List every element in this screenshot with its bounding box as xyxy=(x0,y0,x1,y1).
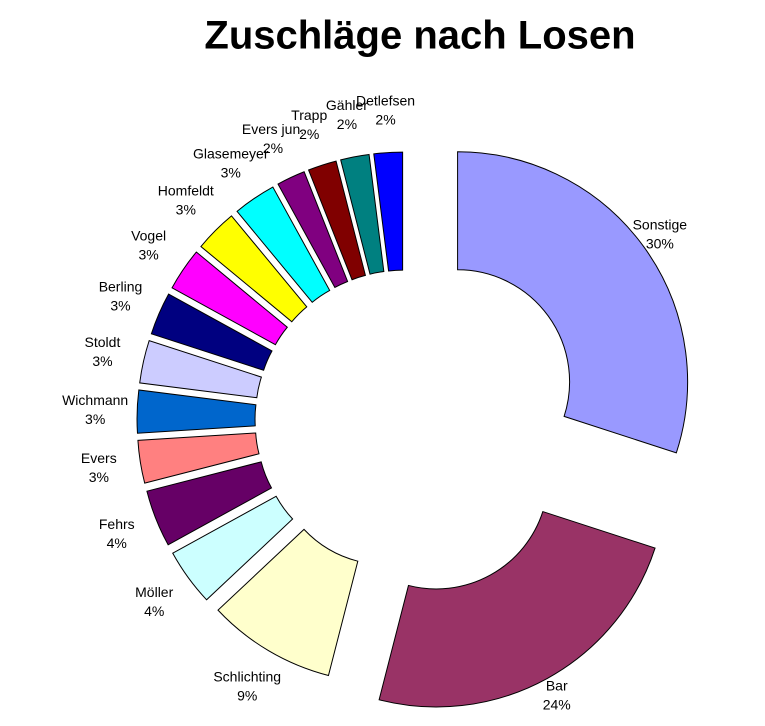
segment-value-label: 3% xyxy=(110,298,130,314)
segment-label: Fehrs xyxy=(99,516,135,532)
segment-value-label: 2% xyxy=(263,140,283,156)
segment-value-label: 4% xyxy=(144,603,164,619)
donut-segment xyxy=(378,510,656,708)
donut-segment xyxy=(171,251,288,346)
segment-label: Glasemeyer xyxy=(193,145,269,161)
segment-label: Schlichting xyxy=(213,669,281,685)
segment-label: Vogel xyxy=(131,227,166,243)
segment-value-label: 2% xyxy=(337,116,357,132)
segment-label: Homfeldt xyxy=(158,183,214,199)
donut-segment xyxy=(373,151,404,272)
donut-segment xyxy=(457,151,689,454)
segment-label: Stoldt xyxy=(85,334,121,350)
segment-label: Wichmann xyxy=(62,392,128,408)
segment-value-label: 30% xyxy=(646,236,674,252)
chart-title: Zuschläge nach Losen xyxy=(204,14,635,58)
segment-label: Möller xyxy=(135,584,173,600)
donut-segment xyxy=(139,340,263,399)
segment-value-label: 3% xyxy=(138,246,158,262)
donut-segment xyxy=(236,186,331,303)
segment-value-label: 3% xyxy=(89,469,109,485)
donut-segment xyxy=(150,293,273,371)
segment-value-label: 24% xyxy=(543,697,571,713)
segment-label: Trapp xyxy=(291,107,327,123)
donut-segment xyxy=(307,160,367,281)
segment-value-label: 2% xyxy=(375,111,395,127)
segment-label: Sonstige xyxy=(633,217,688,233)
segment-value-label: 2% xyxy=(299,126,319,142)
segment-label: Bar xyxy=(546,678,568,694)
segment-value-label: 3% xyxy=(176,202,196,218)
segment-label: Detlefsen xyxy=(356,92,415,108)
segment-value-label: 9% xyxy=(237,688,257,704)
donut-segment xyxy=(340,153,385,275)
donut-segment xyxy=(137,432,260,484)
donut-segment xyxy=(217,528,359,677)
donut-segment xyxy=(200,215,308,323)
segment-value-label: 3% xyxy=(221,164,241,180)
donut-segment xyxy=(172,495,294,601)
segment-label: Evers jun. xyxy=(242,121,304,137)
segment-label: Evers xyxy=(81,450,117,466)
donut-segment xyxy=(136,389,257,434)
donut-segment xyxy=(146,461,273,546)
segment-value-label: 3% xyxy=(92,353,112,369)
segment-label: Gähler xyxy=(326,97,368,113)
segment-value-label: 3% xyxy=(85,411,105,427)
segment-value-label: 4% xyxy=(107,535,127,551)
donut-segment xyxy=(277,171,349,289)
segment-label: Berling xyxy=(99,279,143,295)
